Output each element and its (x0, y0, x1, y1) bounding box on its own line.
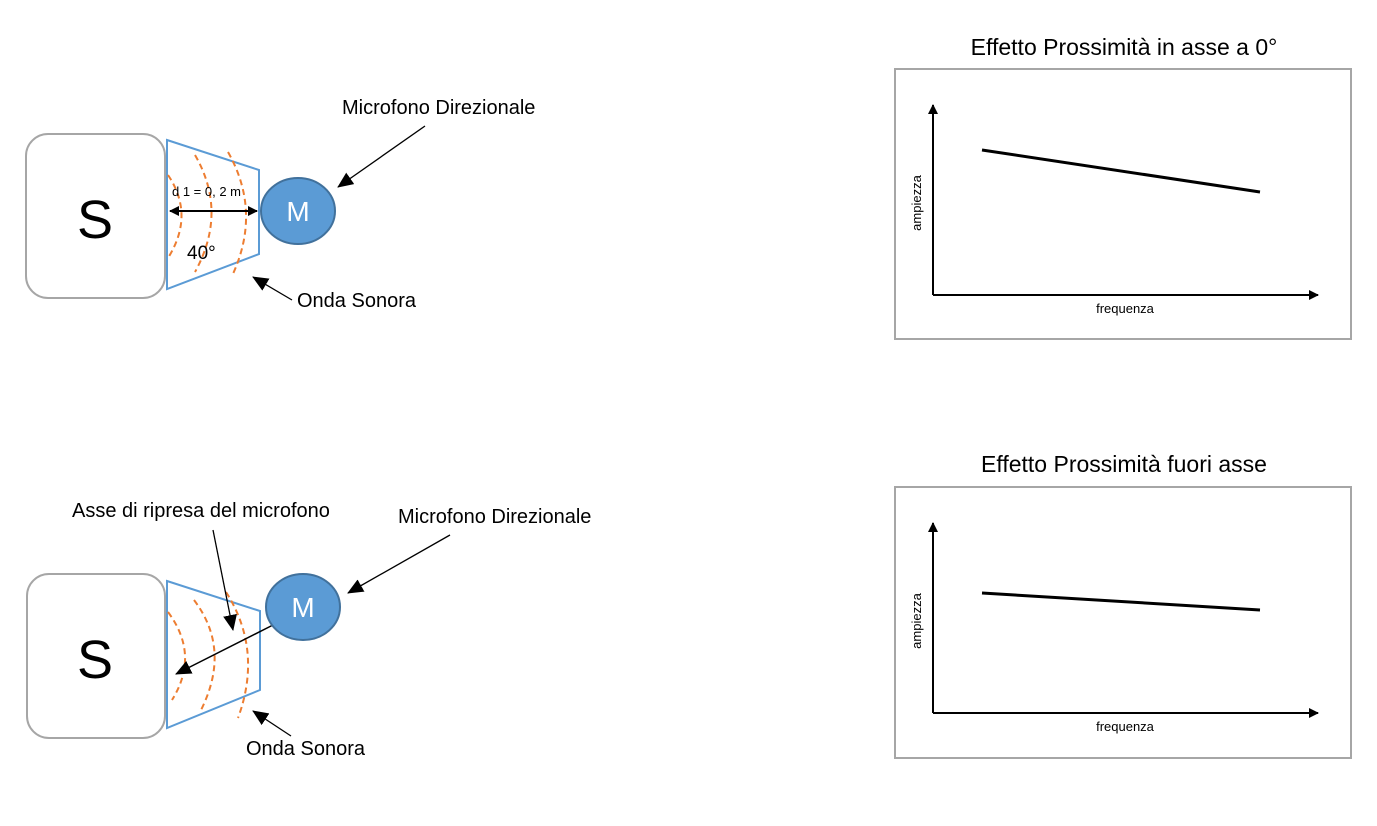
wave-pointer-arrow (252, 710, 292, 737)
microphone-circle (265, 573, 341, 641)
angle-label: 40° (187, 243, 216, 264)
microphone-pointer-arrow (337, 125, 426, 188)
x-axis-label: frequenza (1096, 719, 1155, 734)
microphone-name: Microfono Direzionale (342, 97, 535, 119)
chart-title: Effetto Prossimità in asse a 0° (971, 34, 1278, 60)
source-box (25, 133, 166, 299)
distance-label: d 1 = 0, 2 m (172, 184, 241, 199)
wave-label: Onda Sonora (297, 290, 417, 312)
source-label: S (77, 190, 113, 250)
sound-wave-arcs (167, 591, 250, 719)
chart-frame (894, 68, 1352, 340)
chart-frame (894, 486, 1352, 759)
y-axis-label: ampiezza (909, 592, 924, 648)
response-line (981, 591, 1261, 612)
source-box (26, 573, 166, 739)
pickup-cone (166, 579, 261, 730)
microphone-label: M (291, 592, 314, 623)
response-line (981, 148, 1261, 194)
top-diagram: S d 1 = 0, 2 m 40° M Microfono Direziona… (25, 97, 535, 312)
y-axis-label: ampiezza (909, 174, 924, 230)
pickup-axis-arrow (175, 624, 274, 675)
axis-pointer-arrow (212, 529, 237, 631)
source-label: S (77, 630, 113, 690)
microphone-name: Microfono Direzionale (398, 506, 591, 528)
chart-bottom: Effetto Prossimità fuori asse ampiezza f… (894, 451, 1352, 759)
axis-label: Asse di ripresa del microfono (72, 500, 330, 522)
x-axis-label: frequenza (1096, 301, 1155, 316)
microphone-circle (260, 177, 336, 245)
bottom-diagram: S Asse di ripresa del microfono M Microf… (26, 500, 591, 760)
wave-pointer-arrow (252, 276, 293, 301)
pickup-cone (166, 138, 260, 291)
chart-top: Effetto Prossimità in asse a 0° ampiezza… (894, 34, 1352, 340)
chart-title: Effetto Prossimità fuori asse (981, 451, 1267, 477)
microphone-pointer-arrow (347, 534, 451, 594)
microphone-label: M (286, 196, 309, 227)
wave-label: Onda Sonora (246, 738, 366, 760)
